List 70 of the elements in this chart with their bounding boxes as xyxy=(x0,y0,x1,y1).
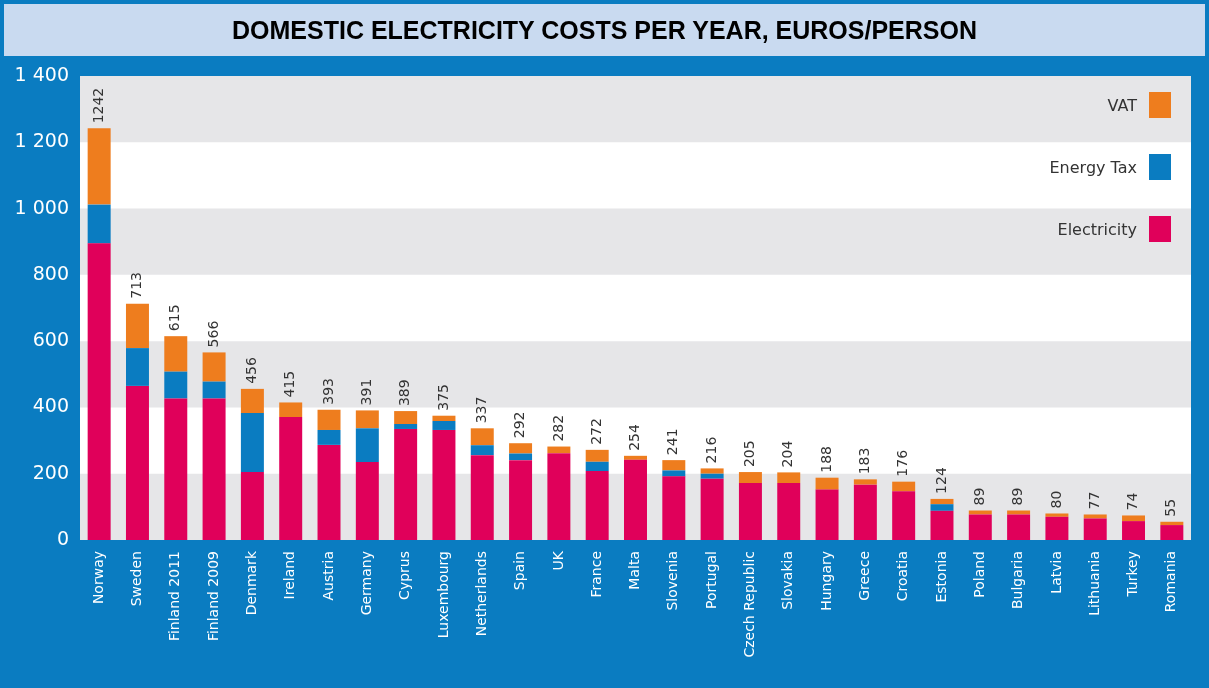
total-label: 389 xyxy=(396,379,413,407)
y-tick-label: 800 xyxy=(32,261,69,284)
x-tick-label: Finland 2011 xyxy=(166,551,183,642)
x-tick-label: Norway xyxy=(89,551,106,605)
total-label: 188 xyxy=(817,445,834,473)
total-label: 241 xyxy=(664,428,681,456)
total-label: 89 xyxy=(970,487,987,506)
total-label: 77 xyxy=(1085,491,1102,510)
x-tick-label: Turkey xyxy=(1124,551,1141,598)
legend-label: Electricity xyxy=(1057,219,1137,239)
x-tick-label: Sweden xyxy=(128,551,145,607)
x-tick-label: Czech Republic xyxy=(741,551,758,658)
total-label: 216 xyxy=(702,436,719,464)
x-tick-label: Cyprus xyxy=(396,551,413,600)
x-tick-label: Latvia xyxy=(1047,551,1064,594)
x-tick-label: Greece xyxy=(856,551,872,601)
total-label: 282 xyxy=(549,414,566,442)
total-label: 74 xyxy=(1124,492,1141,511)
x-tick-label: Luxembourg xyxy=(434,551,451,639)
x-tick-label: Portugal xyxy=(702,551,719,609)
y-tick-label: 600 xyxy=(32,328,69,351)
y-tick-label: 1 200 xyxy=(14,129,69,152)
x-tick-label: Slovakia xyxy=(779,551,796,610)
total-label: 89 xyxy=(1009,487,1026,506)
total-label: 566 xyxy=(204,320,221,348)
x-tick-label: Austria xyxy=(319,551,336,601)
x-tick-label: Estonia xyxy=(932,551,949,603)
x-tick-label: Finland 2009 xyxy=(204,551,221,642)
total-label: 124 xyxy=(932,467,949,494)
x-tick-label: Spain xyxy=(511,551,528,591)
x-tick-label: UK xyxy=(549,550,566,571)
total-label: 55 xyxy=(1162,498,1179,517)
total-label: 391 xyxy=(357,378,374,406)
y-tick-label: 200 xyxy=(32,460,69,483)
legend-label: VAT xyxy=(1107,95,1137,115)
total-label: 1242 xyxy=(89,87,106,124)
total-label: 254 xyxy=(626,424,643,451)
total-label: 80 xyxy=(1047,490,1064,509)
x-tick-label: Malta xyxy=(626,551,643,590)
total-label: 375 xyxy=(434,383,451,411)
total-label: 415 xyxy=(281,370,298,398)
x-tick-label: Netherlands xyxy=(472,551,489,637)
x-tick-label: Denmark xyxy=(243,550,260,616)
total-label: 337 xyxy=(472,396,489,424)
total-label: 393 xyxy=(319,378,336,405)
total-label: 183 xyxy=(856,447,872,475)
total-label: 272 xyxy=(587,418,604,445)
legend-label: Energy Tax xyxy=(1049,157,1137,177)
y-tick-label: 1 000 xyxy=(14,195,69,218)
x-tick-label: Ireland xyxy=(281,551,298,600)
total-label: 292 xyxy=(511,411,528,439)
total-label: 204 xyxy=(779,440,796,468)
total-label: 456 xyxy=(243,357,260,384)
x-tick-label: Slovenia xyxy=(664,551,681,611)
y-tick-label: 400 xyxy=(32,394,69,417)
x-tick-label: Hungary xyxy=(817,551,834,611)
x-tick-label: Romania xyxy=(1162,551,1179,613)
y-tick-label: 1 400 xyxy=(14,62,69,85)
total-label: 615 xyxy=(166,304,183,332)
x-tick-label: Lithuania xyxy=(1085,551,1102,616)
x-tick-label: Germany xyxy=(357,551,374,616)
chart-title: DOMESTIC ELECTRICITY COSTS PER YEAR, EUROS/PERSON xyxy=(4,4,1205,56)
total-label: 176 xyxy=(894,449,911,477)
total-label: 205 xyxy=(741,440,758,468)
y-tick-label: 0 xyxy=(56,526,69,549)
x-tick-label: Croatia xyxy=(894,551,911,602)
x-tick-label: France xyxy=(587,551,604,598)
x-tick-label: Poland xyxy=(970,551,987,598)
x-tick-label: Bulgaria xyxy=(1009,551,1026,610)
total-label: 713 xyxy=(128,271,145,299)
